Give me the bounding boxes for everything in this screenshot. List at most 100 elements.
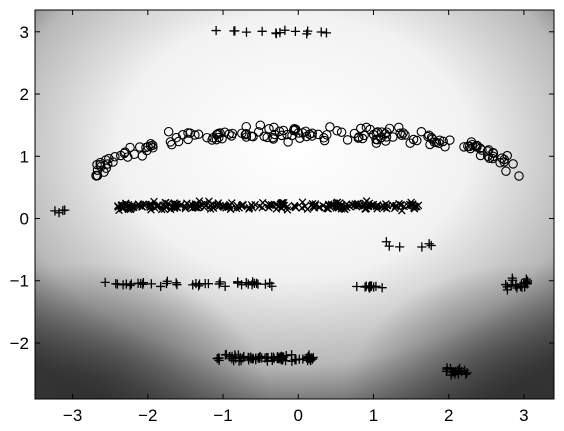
data-point-circle <box>298 128 308 138</box>
data-point-plus <box>211 25 221 36</box>
data-point-plus <box>172 280 182 290</box>
data-point-cross <box>233 201 242 210</box>
data-point-plus <box>194 279 205 289</box>
data-point-plus <box>280 25 290 35</box>
data-point-circle <box>177 129 188 140</box>
data-point-circle <box>319 135 330 146</box>
data-point-cross <box>147 200 156 209</box>
data-point-plus <box>262 352 272 363</box>
data-point-cross <box>129 203 138 212</box>
data-point-circle <box>499 157 509 167</box>
data-point-cross <box>195 203 204 211</box>
data-point-plus <box>161 278 172 289</box>
data-point-circle <box>137 151 148 161</box>
data-point-cross <box>278 198 286 207</box>
data-point-plus <box>243 279 253 289</box>
data-point-circle <box>475 150 486 161</box>
data-point-plus <box>162 276 172 286</box>
data-point-circle <box>300 126 311 137</box>
data-point-circle <box>190 130 200 140</box>
data-point-plus <box>417 242 427 252</box>
data-point-circle <box>371 134 381 145</box>
data-point-circle <box>207 135 217 145</box>
data-point-plus <box>215 277 225 287</box>
data-point-cross <box>142 200 150 209</box>
y-tick-label: 3 <box>20 23 29 42</box>
data-point-plus <box>203 279 214 289</box>
data-point-circle <box>445 135 455 145</box>
data-point-cross <box>298 198 307 207</box>
data-point-plus <box>50 206 60 216</box>
data-point-circle <box>425 139 435 150</box>
data-point-circle <box>472 142 482 152</box>
data-point-circle <box>108 157 118 167</box>
data-point-circle <box>356 123 366 134</box>
data-point-plus <box>272 353 282 364</box>
data-point-plus <box>290 26 301 36</box>
data-point-circle <box>110 152 120 162</box>
data-point-circle <box>464 141 475 152</box>
data-point-plus <box>377 283 387 293</box>
data-point-circle <box>499 154 509 165</box>
data-point-cross <box>128 203 136 212</box>
data-point-circle <box>226 131 237 141</box>
data-point-plus <box>100 277 110 287</box>
data-point-circle <box>202 132 212 143</box>
y-tick-label: −2 <box>10 334 29 353</box>
data-point-plus <box>265 278 275 288</box>
data-point-cross <box>350 201 358 210</box>
data-point-circle <box>91 171 102 181</box>
x-tick-label: 2 <box>444 406 453 425</box>
data-point-circle <box>395 128 405 138</box>
data-point-circle <box>482 151 493 161</box>
data-point-circle <box>119 148 130 159</box>
data-point-circle <box>183 134 193 145</box>
data-point-plus <box>308 352 318 363</box>
x-tick-label: −2 <box>138 406 157 425</box>
data-point-plus <box>241 27 252 37</box>
data-point-circle <box>371 128 381 138</box>
data-point-plus <box>303 26 313 36</box>
data-point-plus <box>321 28 332 38</box>
data-point-cross <box>334 203 343 212</box>
data-marks <box>50 25 533 380</box>
data-point-circle <box>336 127 347 137</box>
data-point-cross <box>311 200 320 208</box>
data-point-plus <box>194 281 204 291</box>
data-point-plus <box>229 26 239 36</box>
data-point-plus <box>60 205 70 215</box>
data-point-cross <box>138 203 146 211</box>
data-point-cross <box>113 202 122 210</box>
data-point-plus <box>364 282 374 292</box>
data-point-plus <box>146 279 156 289</box>
data-point-plus <box>445 364 456 374</box>
data-point-circle <box>185 128 195 138</box>
y-tick-label: 2 <box>20 85 29 104</box>
y-tick-label: 0 <box>20 210 29 229</box>
data-point-cross <box>219 202 228 211</box>
data-point-plus <box>214 355 224 366</box>
data-point-circle <box>143 142 153 152</box>
y-tick-label: −1 <box>10 272 29 291</box>
data-point-plus <box>227 351 237 361</box>
data-point-plus <box>260 279 271 289</box>
data-point-circle <box>171 132 182 143</box>
data-point-plus <box>512 283 522 293</box>
y-axis: −2 −1 0 1 2 3 <box>10 23 554 353</box>
data-point-plus <box>220 281 230 292</box>
data-point-plus <box>138 278 148 288</box>
data-point-cross <box>335 199 344 207</box>
data-point-circle <box>278 125 289 136</box>
data-point-circle <box>246 131 257 142</box>
data-point-circle <box>416 126 427 137</box>
data-point-cross <box>283 206 292 214</box>
plot-frame <box>34 9 555 400</box>
x-axis: −3 −2 −1 0 1 2 3 <box>63 10 529 425</box>
plot-background-shade-right <box>35 10 554 399</box>
data-point-circle <box>224 129 234 139</box>
data-point-plus <box>121 279 131 289</box>
data-point-circle <box>382 127 392 137</box>
data-point-circle <box>262 132 272 143</box>
